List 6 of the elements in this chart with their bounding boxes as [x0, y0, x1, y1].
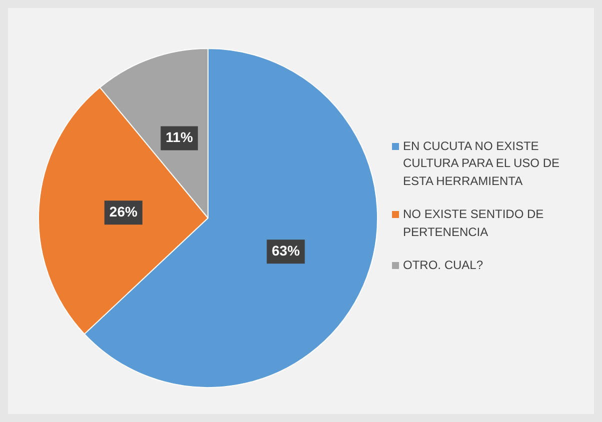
data-label: 11%	[166, 129, 194, 146]
legend-label: EN CUCUTA NO EXISTE CULTURA PARA EL USO DE ESTA HERRAMIENTA	[403, 138, 560, 190]
data-label: 26%	[109, 204, 138, 220]
legend-label: NO EXISTE SENTIDO DE PERTENENCIA	[403, 206, 545, 241]
data-label: 63%	[272, 242, 300, 259]
legend-label: OTRO. CUAL?	[403, 256, 484, 274]
